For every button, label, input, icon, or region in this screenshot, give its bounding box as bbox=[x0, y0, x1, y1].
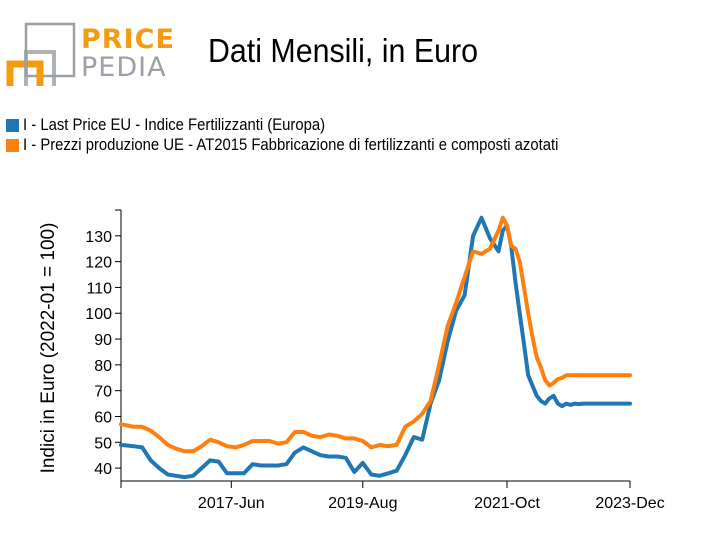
pricepedia-logo: PRICE PEDIA bbox=[6, 22, 174, 92]
y-tick-label: 70 bbox=[94, 384, 112, 401]
y-axis-title: Indici in Euro (2022-01 = 100) bbox=[38, 223, 59, 474]
legend-swatch-orange bbox=[6, 139, 19, 152]
y-tick-label: 80 bbox=[94, 358, 112, 375]
y-tick-label: 50 bbox=[94, 435, 112, 452]
series-line-prezzi-produzione bbox=[119, 215, 632, 454]
logo-word-pedia: PEDIA bbox=[81, 52, 167, 83]
axes: 40 50 60 70 80 90 100 110 120 130 2017-Jun 2019-Aug… bbox=[85, 209, 665, 512]
legend-item-prezzi-produzione[interactable]: I - Prezzi produzione UE - AT2015 Fabbri… bbox=[6, 136, 618, 155]
y-tick-label: 120 bbox=[85, 255, 112, 272]
chart-title: Dati Mensili, in Euro bbox=[208, 32, 478, 69]
x-tick-label: 2023-Dec bbox=[595, 495, 664, 512]
x-tick-label: 2019-Aug bbox=[328, 495, 397, 512]
legend-label-last-price: I - Last Price EU - Indice Fertilizzanti… bbox=[23, 116, 326, 134]
legend-item-last-price[interactable]: I - Last Price EU - Indice Fertilizzanti… bbox=[6, 116, 359, 135]
y-tick-label: 90 bbox=[94, 332, 112, 349]
y-tick-label: 60 bbox=[94, 409, 112, 426]
y-tick-label: 100 bbox=[85, 306, 112, 323]
y-tick-label: 130 bbox=[85, 229, 112, 246]
y-tick-label: 110 bbox=[86, 280, 112, 297]
legend-label-prezzi-produzione: I - Prezzi produzione UE - AT2015 Fabbri… bbox=[23, 136, 559, 154]
x-tick-label: 2017-Jun bbox=[198, 495, 265, 512]
logo-mark-icon bbox=[6, 22, 76, 86]
legend-swatch-blue bbox=[6, 119, 19, 132]
logo-word-price: PRICE bbox=[81, 24, 175, 55]
series-layer bbox=[119, 215, 632, 480]
y-tick-label: 40 bbox=[94, 461, 112, 478]
x-tick-label: 2021-Oct bbox=[474, 495, 540, 512]
series-line-last-price bbox=[119, 215, 632, 480]
